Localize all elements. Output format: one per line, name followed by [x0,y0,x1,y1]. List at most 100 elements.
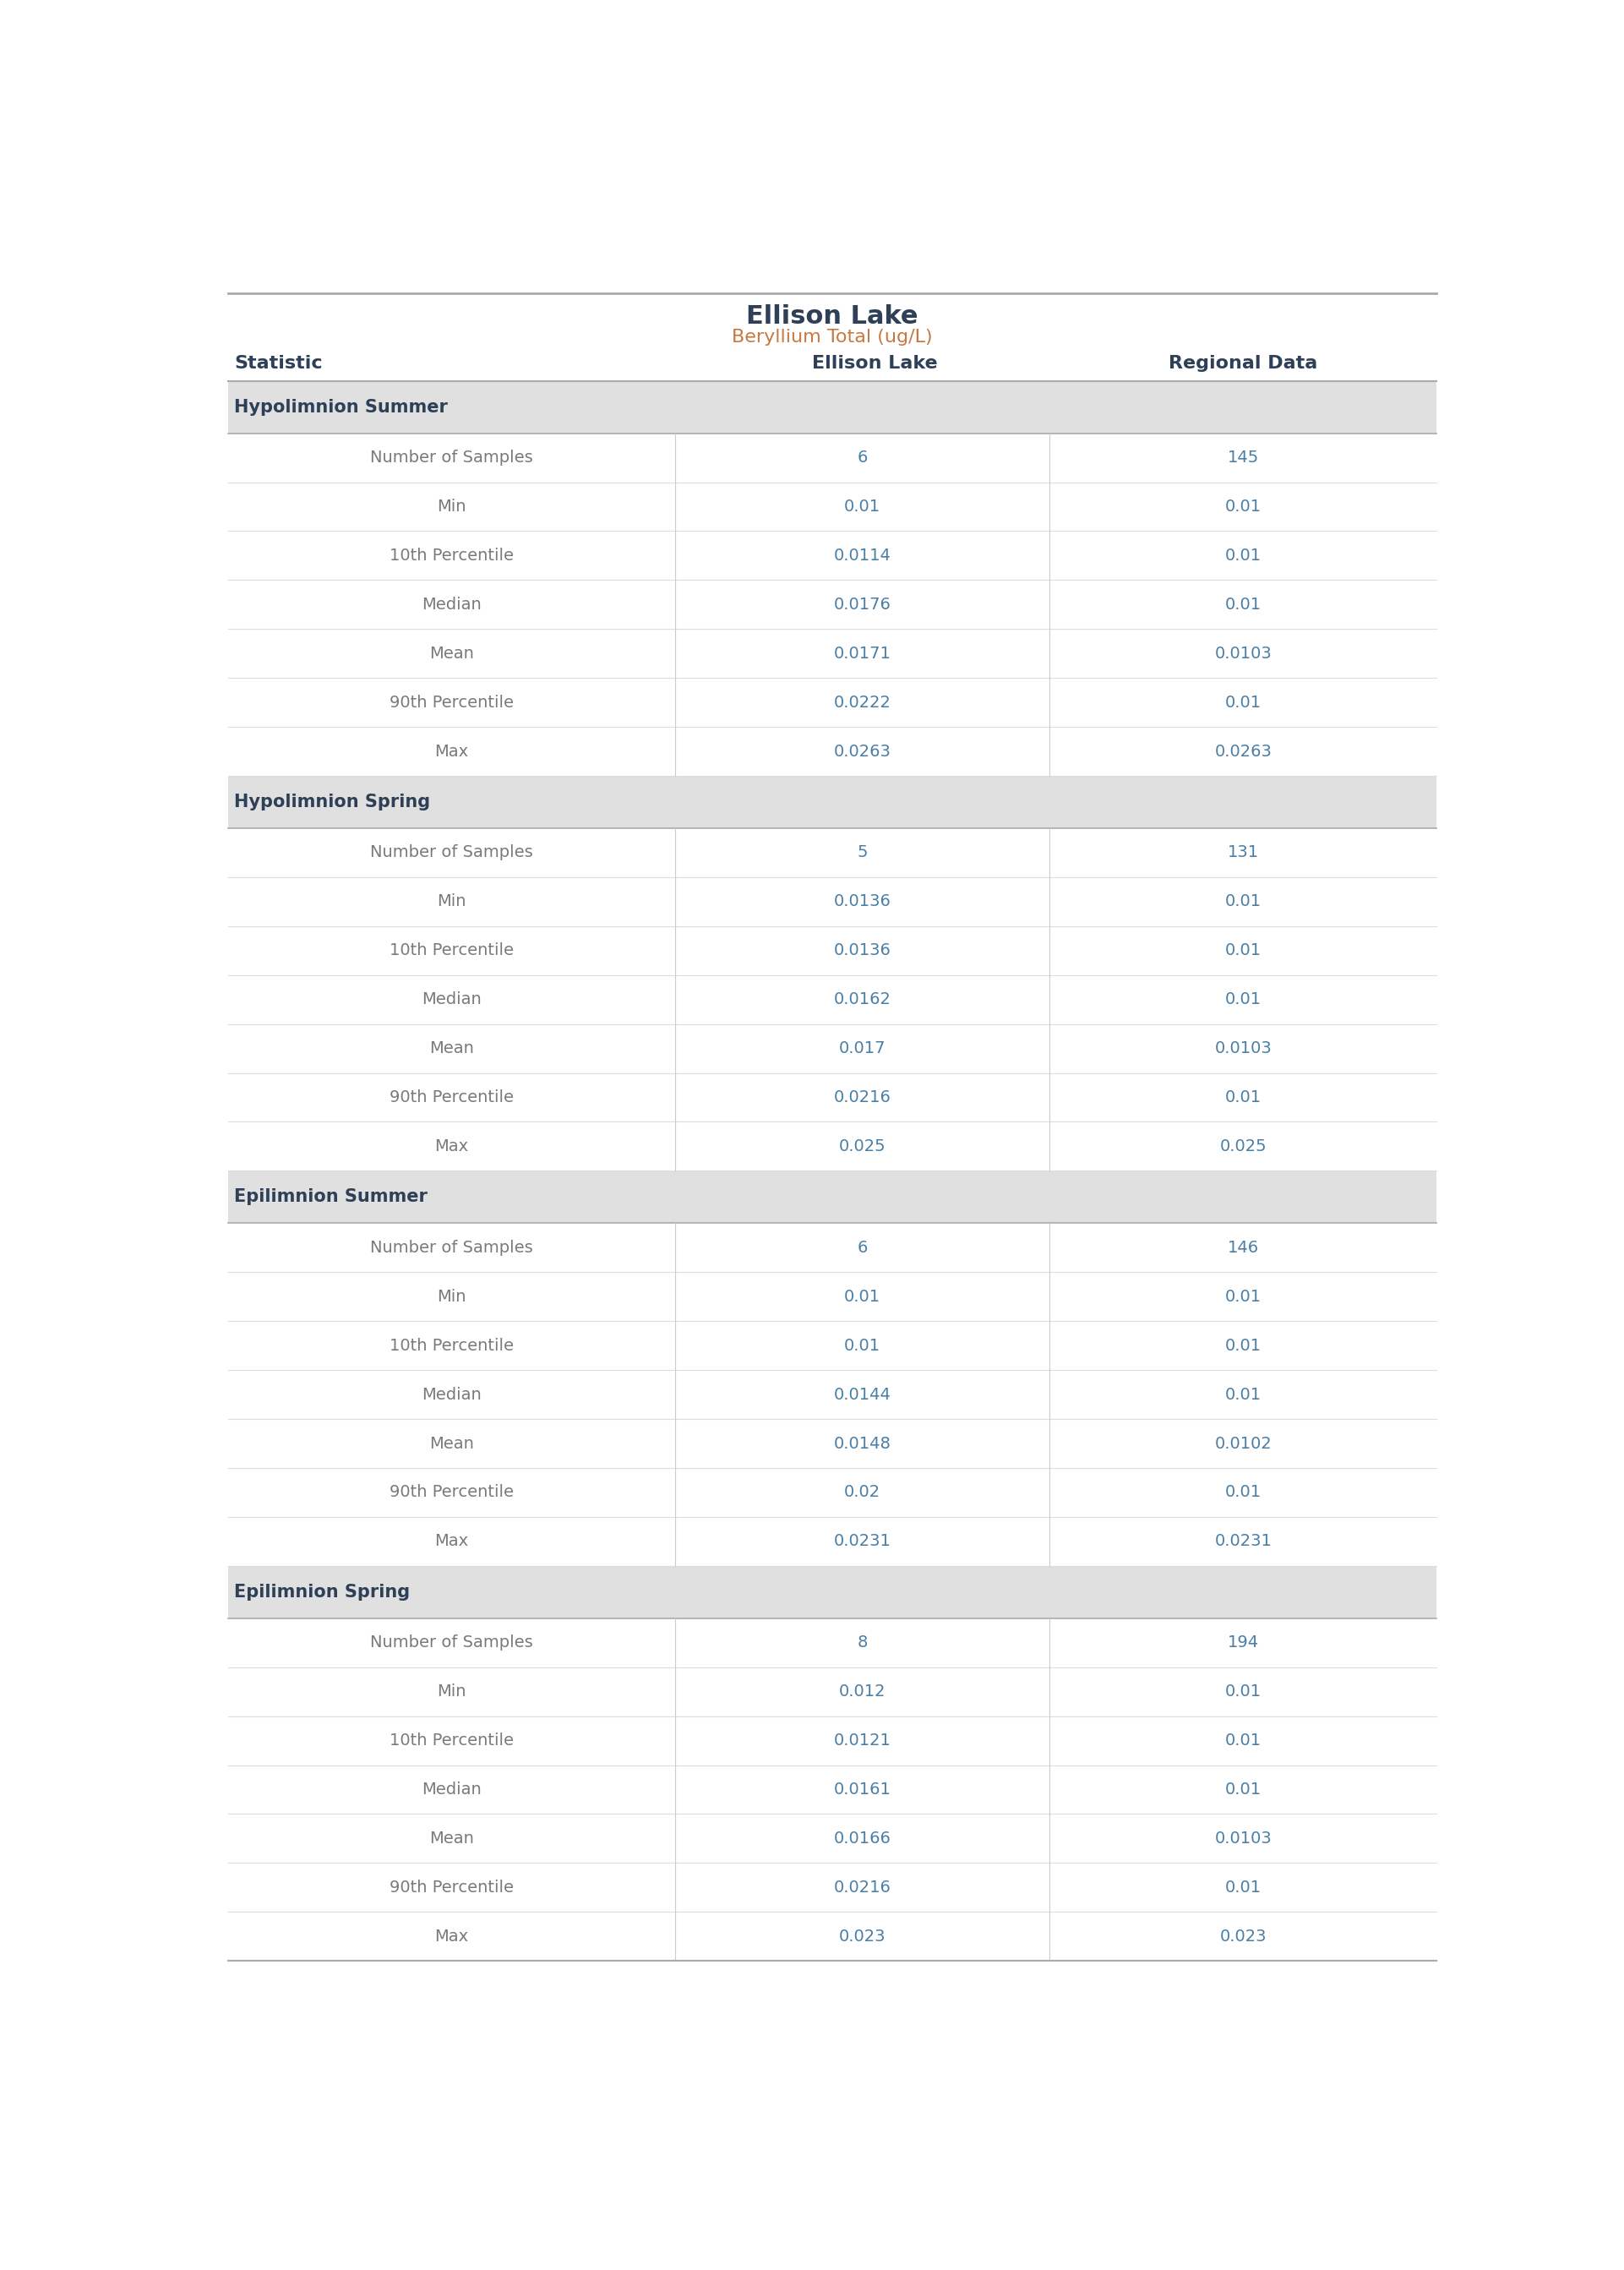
Text: Number of Samples: Number of Samples [370,1634,533,1650]
Text: 0.0161: 0.0161 [833,1782,892,1798]
Text: Number of Samples: Number of Samples [370,449,533,465]
Text: 0.025: 0.025 [1220,1137,1267,1155]
Text: 8: 8 [857,1634,867,1650]
Text: 0.01: 0.01 [1224,597,1262,613]
Text: 0.023: 0.023 [1220,1930,1267,1945]
Text: 0.0103: 0.0103 [1215,1830,1272,1846]
Bar [227,581,1436,629]
Bar [227,1419,1436,1469]
Bar [227,1121,1436,1171]
Text: 0.023: 0.023 [840,1930,887,1945]
Bar [227,1716,1436,1766]
Text: 0.0103: 0.0103 [1215,645,1272,661]
Text: Mean: Mean [429,645,474,661]
Text: 0.0231: 0.0231 [833,1532,892,1550]
Bar [227,776,1436,829]
Bar [227,629,1436,679]
Text: 90th Percentile: 90th Percentile [390,1485,513,1500]
Text: 0.0231: 0.0231 [1215,1532,1272,1550]
Text: 0.025: 0.025 [840,1137,887,1155]
Text: Max: Max [435,1137,469,1155]
Text: 0.01: 0.01 [1224,695,1262,711]
Text: 0.01: 0.01 [1224,1732,1262,1748]
Bar [227,1024,1436,1074]
Text: 194: 194 [1228,1634,1259,1650]
Text: 0.0136: 0.0136 [833,894,892,910]
Text: 0.01: 0.01 [1224,1684,1262,1700]
Text: 146: 146 [1228,1239,1259,1255]
Text: 0.0162: 0.0162 [833,992,892,1008]
Text: 0.017: 0.017 [840,1040,887,1056]
Text: 6: 6 [857,449,867,465]
Text: 0.01: 0.01 [1224,547,1262,563]
Text: 0.01: 0.01 [844,499,880,515]
Text: Min: Min [437,1289,466,1305]
Text: 0.01: 0.01 [1224,1387,1262,1403]
Text: 0.0216: 0.0216 [833,1090,892,1105]
Bar [227,1566,1436,1619]
Text: Number of Samples: Number of Samples [370,1239,533,1255]
Text: Max: Max [435,742,469,760]
Text: 0.01: 0.01 [1224,1782,1262,1798]
Text: 10th Percentile: 10th Percentile [390,1337,513,1353]
Bar [227,531,1436,581]
Text: Mean: Mean [429,1830,474,1846]
Bar [227,1864,1436,1911]
Text: 90th Percentile: 90th Percentile [390,1880,513,1895]
Text: 0.0166: 0.0166 [833,1830,892,1846]
Bar [227,1516,1436,1566]
Text: Statistic: Statistic [234,354,323,372]
Bar [227,1619,1436,1666]
Text: Min: Min [437,499,466,515]
Text: 0.02: 0.02 [844,1485,880,1500]
Text: 5: 5 [857,844,867,860]
Bar [227,1321,1436,1371]
Text: 6: 6 [857,1239,867,1255]
Text: Ellison Lake: Ellison Lake [747,304,918,329]
Text: Median: Median [422,1782,482,1798]
Bar [227,1911,1436,1961]
Text: Median: Median [422,1387,482,1403]
Text: Regional Data: Regional Data [1169,354,1317,372]
Bar [227,679,1436,726]
Bar [227,1469,1436,1516]
Text: 0.01: 0.01 [844,1289,880,1305]
Text: Hypolimnion Summer: Hypolimnion Summer [234,400,448,415]
Text: 131: 131 [1228,844,1259,860]
Bar [227,1666,1436,1716]
Text: 0.0148: 0.0148 [833,1435,892,1451]
Text: 0.0216: 0.0216 [833,1880,892,1895]
Text: Min: Min [437,894,466,910]
Text: 0.0144: 0.0144 [833,1387,892,1403]
Bar [227,1074,1436,1121]
Bar [227,481,1436,531]
Text: 10th Percentile: 10th Percentile [390,547,513,563]
Bar [227,1171,1436,1224]
Text: Hypolimnion Spring: Hypolimnion Spring [234,794,430,810]
Text: 0.0263: 0.0263 [1215,742,1272,760]
Bar [227,381,1436,434]
Bar [227,1371,1436,1419]
Text: 0.01: 0.01 [1224,894,1262,910]
Bar [227,1766,1436,1814]
Text: Max: Max [435,1930,469,1945]
Text: 0.0103: 0.0103 [1215,1040,1272,1056]
Bar [227,1814,1436,1864]
Text: 0.01: 0.01 [1224,992,1262,1008]
Bar [227,976,1436,1024]
Text: 90th Percentile: 90th Percentile [390,695,513,711]
Text: 0.01: 0.01 [1224,1090,1262,1105]
Bar [227,1224,1436,1271]
Text: 10th Percentile: 10th Percentile [390,1732,513,1748]
Text: Max: Max [435,1532,469,1550]
Text: 0.01: 0.01 [1224,1337,1262,1353]
Text: 0.01: 0.01 [1224,1485,1262,1500]
Text: 90th Percentile: 90th Percentile [390,1090,513,1105]
Text: Beryllium Total (ug/L): Beryllium Total (ug/L) [732,329,932,345]
Bar [227,926,1436,976]
Text: Number of Samples: Number of Samples [370,844,533,860]
Text: Mean: Mean [429,1435,474,1451]
Text: 0.01: 0.01 [1224,1289,1262,1305]
Text: 10th Percentile: 10th Percentile [390,942,513,958]
Text: 0.0121: 0.0121 [833,1732,892,1748]
